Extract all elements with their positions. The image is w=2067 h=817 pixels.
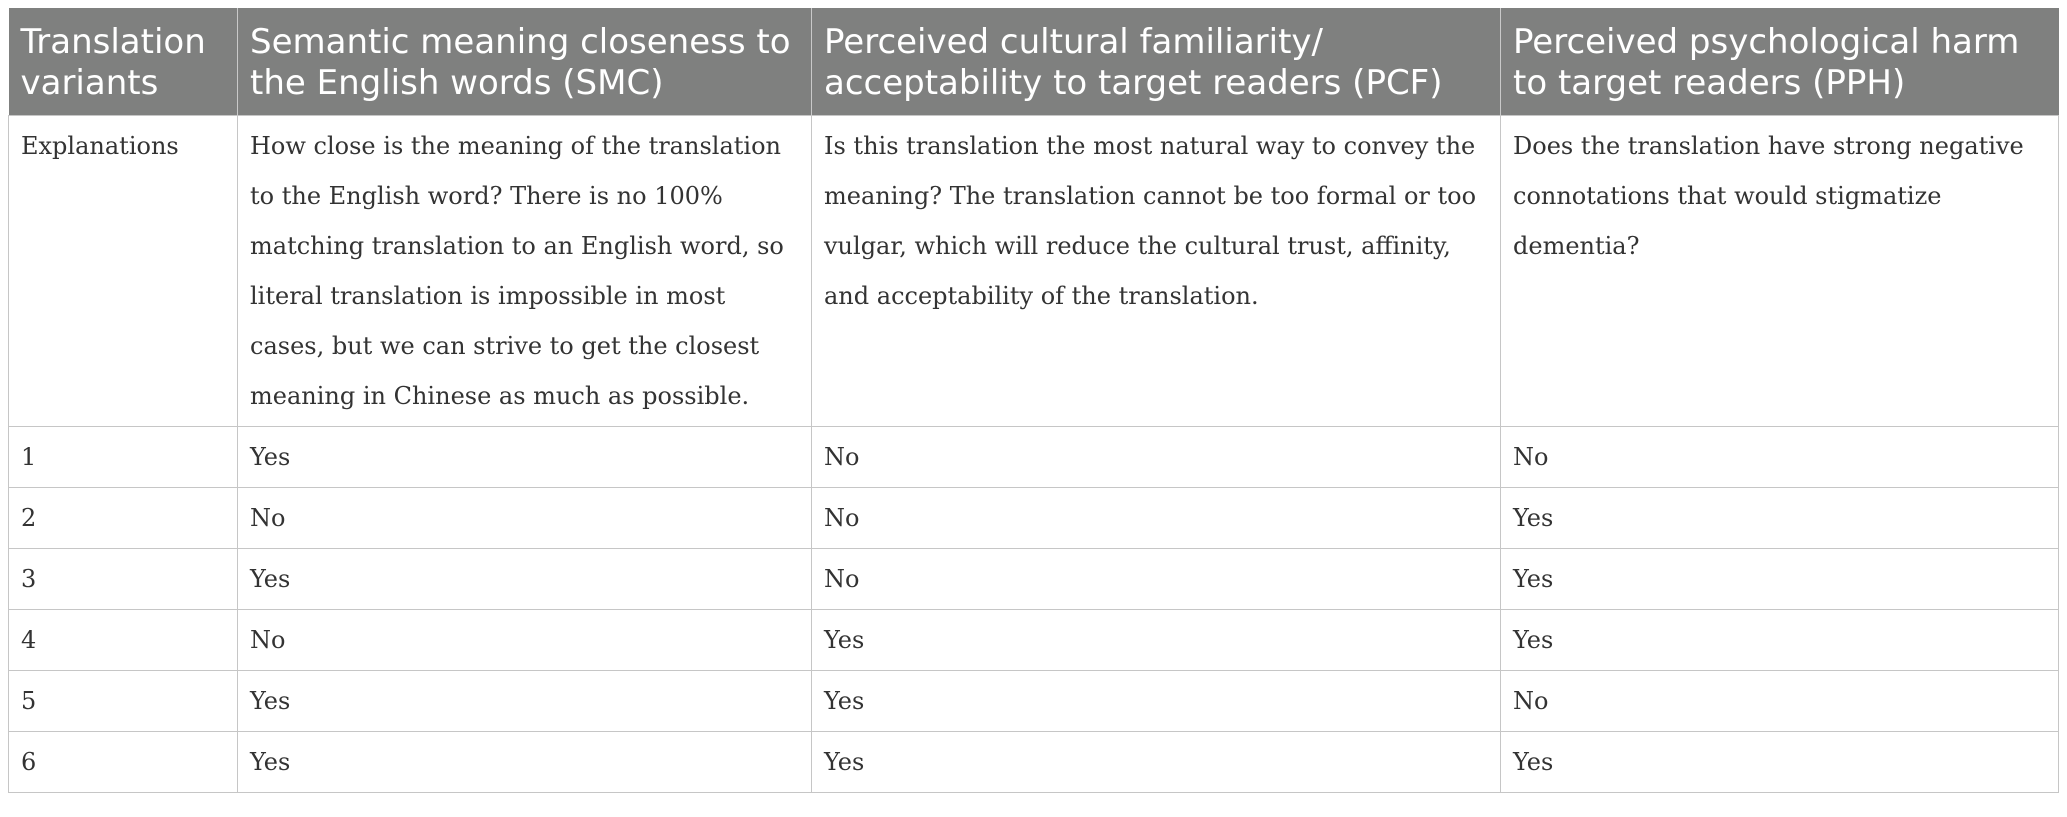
pph-cell: Yes <box>1500 487 2059 549</box>
table-row: 5 Yes Yes No <box>8 670 2059 732</box>
variant-cell: 3 <box>8 548 238 610</box>
header-smc: Semantic meaning closeness to the Englis… <box>237 8 812 116</box>
table-row: 4 No Yes Yes <box>8 609 2059 671</box>
pcf-cell: No <box>811 426 1501 488</box>
smc-cell: Yes <box>237 548 812 610</box>
pph-cell: No <box>1500 426 2059 488</box>
smc-cell: No <box>237 609 812 671</box>
variant-cell: 1 <box>8 426 238 488</box>
explanations-label: Explanations <box>8 115 238 427</box>
pcf-cell: Yes <box>811 731 1501 793</box>
explanation-smc: How close is the meaning of the translat… <box>237 115 812 427</box>
table-row: 2 No No Yes <box>8 487 2059 549</box>
smc-cell: Yes <box>237 731 812 793</box>
pph-cell: Yes <box>1500 609 2059 671</box>
table-body: Explanations How close is the meaning of… <box>8 115 2059 793</box>
header-translation-variants: Translation variants <box>8 8 238 116</box>
variant-cell: 2 <box>8 487 238 549</box>
table-container: Translation variants Semantic meaning cl… <box>8 8 2059 793</box>
explanations-row: Explanations How close is the meaning of… <box>8 115 2059 427</box>
header-pcf: Perceived cultural familiarity/ acceptab… <box>811 8 1501 116</box>
pcf-cell: No <box>811 487 1501 549</box>
table-row: 6 Yes Yes Yes <box>8 731 2059 793</box>
translation-criteria-table: Translation variants Semantic meaning cl… <box>8 8 2059 793</box>
smc-cell: Yes <box>237 426 812 488</box>
pph-cell: Yes <box>1500 731 2059 793</box>
variant-cell: 5 <box>8 670 238 732</box>
pph-cell: No <box>1500 670 2059 732</box>
variant-cell: 6 <box>8 731 238 793</box>
explanation-pcf: Is this translation the most natural way… <box>811 115 1501 427</box>
pcf-cell: No <box>811 548 1501 610</box>
pcf-cell: Yes <box>811 609 1501 671</box>
smc-cell: No <box>237 487 812 549</box>
header-row: Translation variants Semantic meaning cl… <box>8 8 2059 116</box>
table-header: Translation variants Semantic meaning cl… <box>8 8 2059 116</box>
pph-cell: Yes <box>1500 548 2059 610</box>
smc-cell: Yes <box>237 670 812 732</box>
pcf-cell: Yes <box>811 670 1501 732</box>
header-pph: Perceived psychological harm to target r… <box>1500 8 2059 116</box>
table-row: 1 Yes No No <box>8 426 2059 488</box>
table-row: 3 Yes No Yes <box>8 548 2059 610</box>
variant-cell: 4 <box>8 609 238 671</box>
explanation-pph: Does the translation have strong negativ… <box>1500 115 2059 427</box>
